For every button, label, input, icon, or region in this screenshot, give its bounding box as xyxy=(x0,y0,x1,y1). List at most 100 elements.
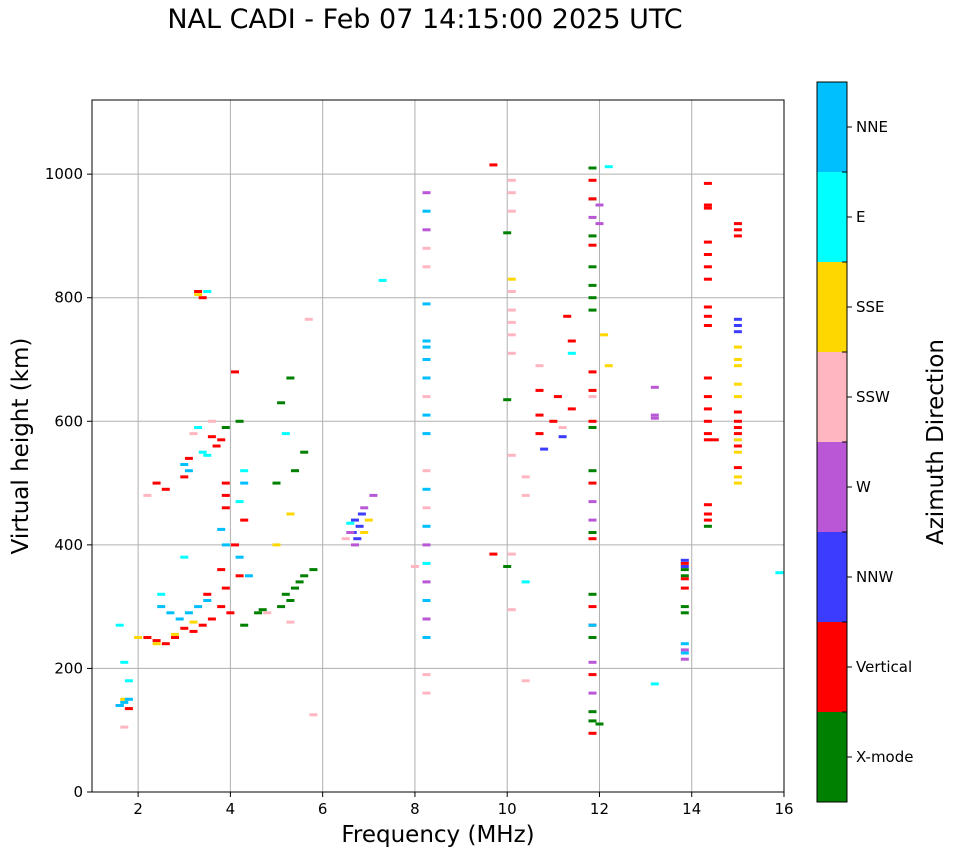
data-point xyxy=(733,345,742,349)
data-point xyxy=(277,605,286,609)
data-point xyxy=(733,222,742,226)
data-point xyxy=(180,555,189,559)
data-point xyxy=(295,580,304,584)
data-point xyxy=(194,293,203,297)
data-point xyxy=(300,574,309,578)
data-point xyxy=(703,265,712,269)
data-point xyxy=(346,531,355,534)
data-point xyxy=(240,623,249,627)
data-point xyxy=(733,228,742,232)
data-point xyxy=(198,450,207,454)
data-point xyxy=(703,206,712,210)
data-point xyxy=(152,642,161,646)
data-point xyxy=(507,552,516,556)
data-point xyxy=(180,626,189,630)
data-point xyxy=(221,481,230,485)
data-point xyxy=(157,605,166,609)
data-point xyxy=(503,231,512,235)
data-point xyxy=(221,543,230,547)
data-point xyxy=(281,432,290,436)
data-point xyxy=(680,605,689,609)
data-point xyxy=(286,620,295,624)
data-point xyxy=(281,592,290,596)
data-point xyxy=(198,623,207,627)
colorbar-segment xyxy=(817,442,847,532)
data-point xyxy=(189,432,198,436)
data-point xyxy=(535,388,544,392)
series-nnw xyxy=(348,317,742,568)
data-point xyxy=(535,364,544,368)
data-point xyxy=(507,351,516,355)
data-point xyxy=(198,296,207,300)
data-point xyxy=(212,444,221,448)
data-point xyxy=(680,651,689,655)
data-point xyxy=(277,401,286,405)
data-point xyxy=(650,413,659,417)
data-point xyxy=(221,493,230,497)
colorbar-label: Azimuth Direction xyxy=(923,339,949,545)
colorbar-tick-label: W xyxy=(856,478,871,496)
data-point xyxy=(194,605,203,609)
data-point xyxy=(369,493,378,497)
data-point xyxy=(588,531,597,534)
data-point xyxy=(221,426,230,429)
data-point xyxy=(733,475,742,479)
data-point xyxy=(733,324,742,327)
data-point xyxy=(558,435,567,439)
x-tick-label: 10 xyxy=(498,800,517,818)
series-e xyxy=(115,165,784,686)
data-point xyxy=(124,707,133,711)
data-point xyxy=(244,574,253,578)
data-point xyxy=(240,469,249,473)
data-point xyxy=(650,682,659,686)
colorbar-tick-label: SSE xyxy=(856,298,885,316)
colorbar-segment xyxy=(817,352,847,442)
data-point xyxy=(680,648,689,652)
colorbar-tick-label: SSW xyxy=(856,388,890,406)
data-point xyxy=(203,599,212,602)
data-point xyxy=(507,209,516,213)
colorbar-segment xyxy=(817,622,847,712)
colorbar-segment xyxy=(817,262,847,352)
data-point xyxy=(263,611,272,615)
data-point xyxy=(588,265,597,269)
data-point xyxy=(604,165,613,169)
x-tick-label: 6 xyxy=(318,800,328,818)
data-point xyxy=(410,565,419,568)
data-point xyxy=(535,413,544,417)
data-point xyxy=(595,722,604,726)
data-point xyxy=(733,481,742,485)
data-point xyxy=(217,568,226,572)
data-point xyxy=(351,518,359,522)
data-point xyxy=(567,351,576,355)
data-point xyxy=(207,617,216,621)
data-point xyxy=(703,203,712,207)
data-point xyxy=(521,475,530,479)
data-point xyxy=(422,673,431,677)
colorbar: X-mode Vertical NNW W SSW SSE E NNE xyxy=(816,81,913,803)
data-point xyxy=(588,419,597,423)
data-point xyxy=(203,453,212,457)
data-point xyxy=(152,639,161,643)
data-point xyxy=(733,432,742,436)
data-point xyxy=(588,469,597,473)
data-point xyxy=(364,518,373,522)
data-point xyxy=(489,163,498,167)
data-point xyxy=(360,531,369,534)
data-point xyxy=(134,636,143,639)
data-point xyxy=(194,290,203,293)
data-point xyxy=(184,456,193,460)
colorbar-frame xyxy=(816,81,848,803)
series-vertical xyxy=(115,163,742,735)
data-point xyxy=(422,246,431,250)
data-point xyxy=(207,419,216,423)
x-tick-label: 16 xyxy=(774,800,793,818)
data-point xyxy=(521,493,530,497)
data-point xyxy=(120,660,129,664)
y-tick-label: 200 xyxy=(54,659,83,677)
data-point xyxy=(422,413,431,417)
data-point xyxy=(231,370,239,374)
data-point xyxy=(588,426,597,429)
data-point xyxy=(567,339,576,343)
data-point xyxy=(357,512,366,516)
